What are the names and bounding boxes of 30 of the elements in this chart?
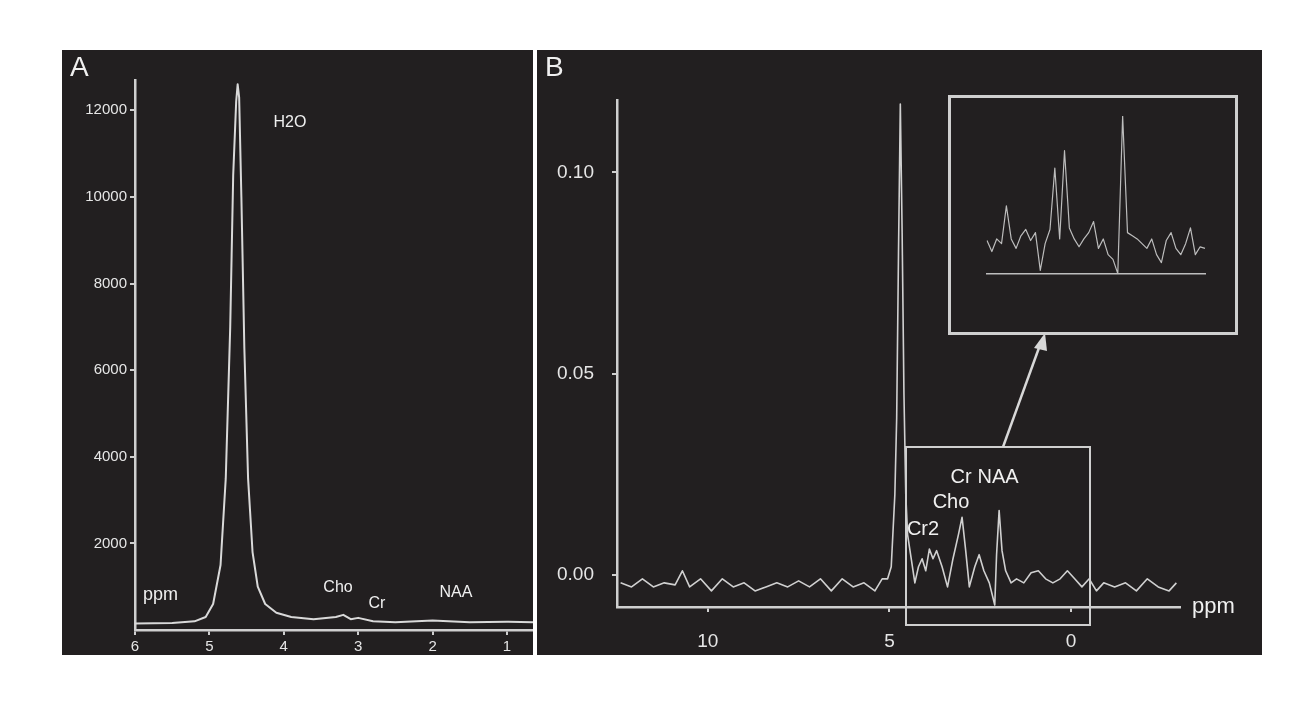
y-tick-label: 4000 xyxy=(93,446,127,464)
annotation: Cr xyxy=(368,594,387,612)
annotation: NAA xyxy=(439,583,473,601)
annotation: Cho xyxy=(323,578,353,596)
x-tick-label: 4 xyxy=(279,637,288,655)
x-axis-title: ppm xyxy=(1192,593,1235,619)
x-axis-title: ppm xyxy=(143,583,179,604)
y-tick-label: 10000 xyxy=(85,187,127,205)
y-tick-label: 8000 xyxy=(93,273,127,291)
x-tick-label: 1 xyxy=(502,637,512,655)
annotation: NAA xyxy=(977,464,1020,487)
chart-title: A xyxy=(70,50,89,82)
x-tick-label: 5 xyxy=(884,629,895,651)
annotation: Cr xyxy=(950,464,972,487)
x-tick-label: 2 xyxy=(428,637,437,655)
x-tick-label: 6 xyxy=(130,637,140,655)
y-tick-label: 6000 xyxy=(93,360,127,378)
chart-title: B xyxy=(545,50,564,82)
y-tick-label: 0.10 xyxy=(557,160,594,182)
y-tick-label: 0.05 xyxy=(557,361,594,383)
y-tick-label: 12000 xyxy=(85,100,127,118)
x-tick-label: 3 xyxy=(354,637,363,655)
x-tick-label: 5 xyxy=(205,637,214,655)
x-tick-label: 10 xyxy=(697,629,719,651)
x-tick-label: 0 xyxy=(1065,629,1077,651)
y-tick-label: 2000 xyxy=(93,533,127,551)
annotation: H2O xyxy=(273,113,307,131)
annotation: Cho xyxy=(932,489,970,512)
y-tick-label: 0.00 xyxy=(557,563,594,585)
annotation: Cr2 xyxy=(906,516,940,539)
